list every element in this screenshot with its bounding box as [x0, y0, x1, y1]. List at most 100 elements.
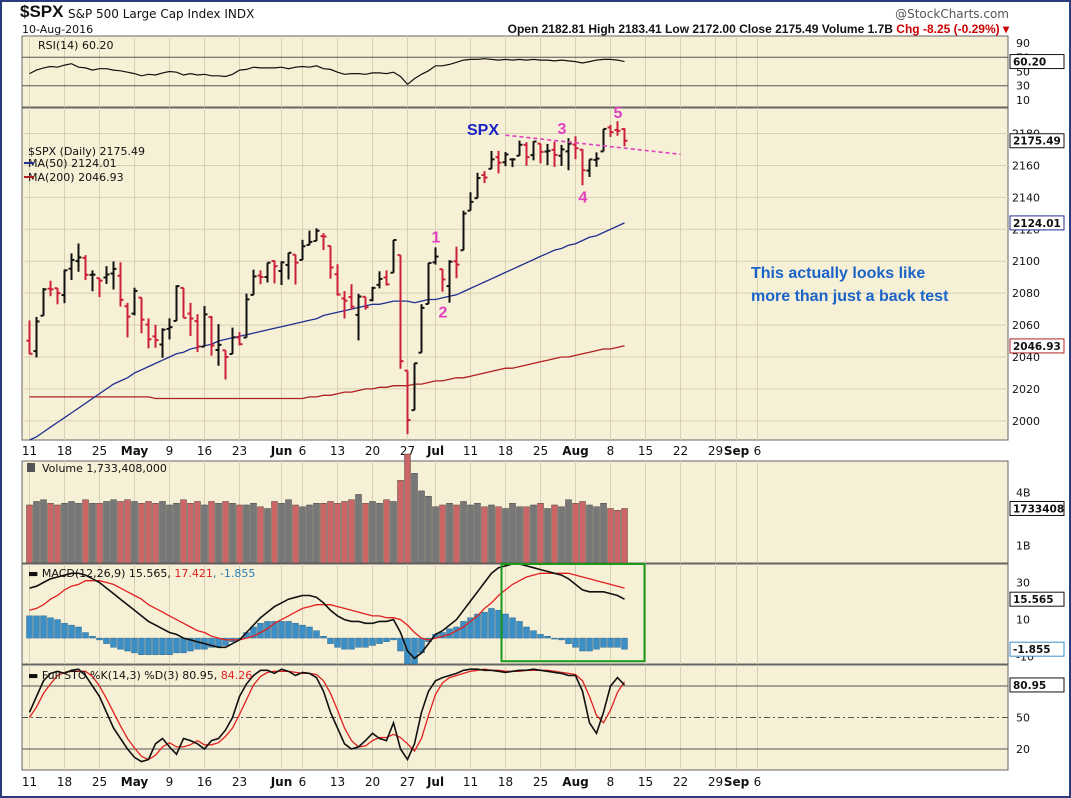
- note-line-2: more than just a back test: [751, 288, 949, 305]
- macd-signal-line: [29, 572, 625, 641]
- spx-annotation: SPX: [467, 122, 499, 139]
- price-bar: [530, 140, 537, 161]
- macd-hist-bar: [124, 637, 131, 652]
- price-tick-label: 2000: [1012, 415, 1040, 428]
- price-bar: [439, 268, 446, 292]
- price-title: $SPX (Daily) 2175.49: [28, 145, 145, 158]
- macd-hist-bar: [572, 637, 579, 648]
- ma200-last-label-text: 2046.93: [1013, 341, 1061, 353]
- volume-tick-label: 1B: [1016, 539, 1031, 552]
- price-bar: [208, 315, 215, 356]
- sto-k-line: [28, 668, 626, 763]
- price-bar: [495, 150, 502, 174]
- volume-bar: [89, 503, 96, 564]
- volume-bar: [621, 508, 628, 564]
- x-tick-label: 22: [673, 775, 688, 789]
- macd-hist-bar: [68, 624, 75, 639]
- volume-bar: [313, 503, 320, 564]
- macd-hist-bar: [348, 637, 355, 650]
- macd-hist-bar: [33, 615, 40, 639]
- price-bar: [397, 254, 404, 369]
- sto-last-label-text: 80.95: [1013, 680, 1046, 692]
- x-tick-label: 29: [708, 775, 723, 789]
- volume-bar: [516, 506, 523, 564]
- rsi-last-label: 60.20: [1009, 54, 1065, 70]
- volume-bar: [187, 503, 194, 564]
- macd-hist-bar: [586, 637, 593, 652]
- volume-bar: [614, 510, 621, 564]
- price-bar: [355, 293, 362, 341]
- price-bar: [138, 296, 145, 334]
- macd-hist-bar: [523, 626, 530, 639]
- volume-title: Volume 1,733,408,000: [42, 462, 167, 475]
- price-bar: [390, 239, 397, 274]
- price-bar: [124, 302, 131, 338]
- volume-bar: [278, 503, 285, 564]
- volume-bar: [488, 504, 495, 564]
- price-bar: [481, 171, 488, 184]
- macd-hist-bar: [355, 637, 362, 648]
- volume-bars: [26, 453, 628, 564]
- ohlc-values: Open 2182.81 High 2183.41 Low 2172.00 Cl…: [507, 22, 893, 36]
- macd-hist-bar: [334, 637, 341, 648]
- macd-hist-bar: [173, 637, 180, 654]
- ma200-legend: MA(200) 2046.93: [28, 171, 124, 184]
- volume-bar: [369, 501, 376, 564]
- volume-bar: [481, 506, 488, 564]
- volume-bar: [544, 508, 551, 564]
- x-tick-label: Jul: [426, 444, 444, 458]
- macd-hist-bar: [26, 615, 33, 639]
- macd-last-label-box: [1009, 591, 1065, 607]
- macd-hist-bar: [250, 626, 257, 639]
- price-bar: [299, 239, 306, 261]
- volume-title-icon: [27, 463, 35, 472]
- change-value: Chg -8.25 (-0.29%) ▾: [896, 22, 1009, 36]
- rsi-grid: [29, 36, 758, 107]
- volume-bar: [495, 506, 502, 564]
- price-last-label: 2175.49: [1009, 133, 1065, 149]
- ohlc-summary: Open 2182.81 High 2183.41 Low 2172.00 Cl…: [508, 22, 1009, 36]
- macd-hist-bar: [138, 637, 145, 655]
- volume-bar: [460, 501, 467, 564]
- price-bar: [516, 140, 523, 157]
- macd-hist-bar: [75, 626, 82, 639]
- volume-bar: [222, 501, 229, 564]
- volume-bar: [215, 503, 222, 564]
- rsi-tick-label: 10: [1016, 94, 1030, 107]
- volume-bar: [26, 504, 33, 564]
- rsi-title: RSI(14) 60.20: [38, 39, 113, 52]
- x-tick-label: Jun: [270, 775, 293, 789]
- price-bar: [460, 210, 467, 252]
- price-bars: [26, 121, 628, 435]
- macd-hist-bar: [481, 611, 488, 639]
- x-axis-bottom: 11 18 25 May 9 16 23 Jun 6 13 20 27 Jul 11 18 25 Aug 8 15 2…: [22, 775, 761, 789]
- volume-last-label-text: 1733408: [1013, 503, 1064, 515]
- x-tick-label: 20: [365, 775, 380, 789]
- macd-hist-last-label-text: -1.855: [1013, 644, 1051, 656]
- rsi-line: [29, 58, 625, 86]
- volume-bar: [390, 501, 397, 564]
- wave-label: 1: [432, 229, 441, 246]
- macd-hist-bar: [565, 637, 572, 644]
- volume-bar: [558, 506, 565, 564]
- price-bar: [446, 260, 453, 303]
- price-bar: [33, 316, 40, 358]
- volume-bar: [271, 501, 278, 564]
- volume-bar: [572, 503, 579, 564]
- price-bar: [152, 324, 159, 348]
- brand-label[interactable]: @StockCharts.com: [895, 7, 1009, 21]
- price-bar: [166, 318, 173, 340]
- volume-bar: [551, 504, 558, 564]
- price-tick-label: 2060: [1012, 319, 1040, 332]
- rsi-tick-label: 90: [1016, 37, 1030, 50]
- price-bar: [236, 332, 243, 346]
- macd-hist-bar: [103, 637, 110, 644]
- macd-hist-bar: [516, 621, 523, 639]
- price-bar: [180, 286, 187, 319]
- x-tick-label: 6: [754, 444, 762, 458]
- macd-hist-bar: [54, 619, 61, 639]
- macd-hist-last-label: -1.855: [1009, 641, 1065, 657]
- macd-last-label: 15.565: [1009, 591, 1065, 607]
- price-tick-label: 2140: [1012, 191, 1040, 204]
- x-tick-label: 18: [57, 444, 72, 458]
